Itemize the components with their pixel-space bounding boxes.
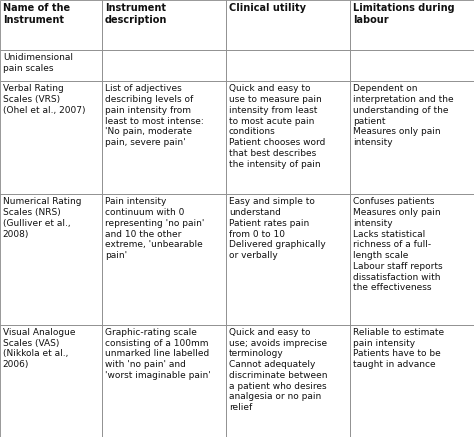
Bar [0,325,102,437]
Bar [350,50,474,81]
Text: Instrument
description: Instrument description [105,3,167,25]
Bar [350,325,474,437]
Bar [102,50,226,81]
Bar [226,81,350,194]
Bar [226,50,350,81]
Text: Quick and easy to
use; avoids imprecise
terminology
Cannot adequately
discrimina: Quick and easy to use; avoids imprecise … [229,328,328,412]
Text: Numerical Rating
Scales (NRS)
(Gulliver et al.,
2008): Numerical Rating Scales (NRS) (Gulliver … [3,197,82,239]
Text: Limitations during
labour: Limitations during labour [353,3,455,25]
Text: Visual Analogue
Scales (VAS)
(Nikkola et al.,
2006): Visual Analogue Scales (VAS) (Nikkola et… [3,328,75,369]
Text: Pain intensity
continuum with 0
representing 'no pain'
and 10 the other
extreme,: Pain intensity continuum with 0 represen… [105,197,204,260]
Bar [226,194,350,325]
Text: List of adjectives
describing levels of
pain intensity from
least to most intens: List of adjectives describing levels of … [105,84,203,147]
Bar [102,0,226,50]
Bar [226,0,350,50]
Text: Dependent on
interpretation and the
understanding of the
patient
Measures only p: Dependent on interpretation and the unde… [353,84,454,147]
Text: Name of the
Instrument: Name of the Instrument [3,3,70,25]
Bar [0,0,102,50]
Text: Verbal Rating
Scales (VRS)
(Ohel et al., 2007): Verbal Rating Scales (VRS) (Ohel et al.,… [3,84,85,115]
Bar [226,325,350,437]
Text: Confuses patients
Measures only pain
intensity
Lacks statistical
richness of a f: Confuses patients Measures only pain int… [353,197,443,292]
Bar [350,81,474,194]
Bar [102,81,226,194]
Bar [350,0,474,50]
Text: Reliable to estimate
pain intensity
Patients have to be
taught in advance: Reliable to estimate pain intensity Pati… [353,328,444,369]
Text: Easy and simple to
understand
Patient rates pain
from 0 to 10
Delivered graphica: Easy and simple to understand Patient ra… [229,197,326,260]
Bar [102,194,226,325]
Text: Graphic-rating scale
consisting of a 100mm
unmarked line labelled
with 'no pain': Graphic-rating scale consisting of a 100… [105,328,210,380]
Bar [0,50,102,81]
Text: Clinical utility: Clinical utility [229,3,306,13]
Text: Unidimensional
pain scales: Unidimensional pain scales [3,53,73,73]
Text: Quick and easy to
use to measure pain
intensity from least
to most acute pain
co: Quick and easy to use to measure pain in… [229,84,325,169]
Bar [0,81,102,194]
Bar [102,325,226,437]
Bar [350,194,474,325]
Bar [0,194,102,325]
